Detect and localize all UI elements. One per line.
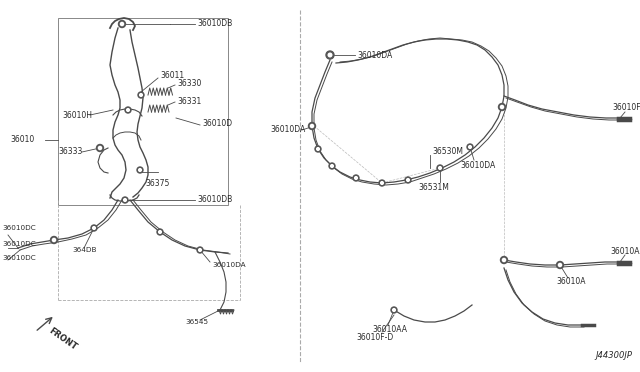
Text: 36010DA: 36010DA bbox=[212, 262, 246, 268]
Text: 36010AA: 36010AA bbox=[610, 247, 640, 257]
Circle shape bbox=[326, 51, 334, 59]
Circle shape bbox=[317, 148, 319, 150]
Circle shape bbox=[468, 146, 471, 148]
Text: 36333: 36333 bbox=[58, 148, 83, 157]
Circle shape bbox=[91, 225, 97, 231]
Circle shape bbox=[328, 53, 332, 57]
Circle shape bbox=[329, 163, 335, 169]
Text: 36010AA: 36010AA bbox=[372, 326, 407, 334]
Circle shape bbox=[393, 309, 396, 311]
Circle shape bbox=[52, 238, 56, 241]
Circle shape bbox=[97, 144, 104, 151]
Text: 364DB: 364DB bbox=[72, 247, 97, 253]
Text: 36010H: 36010H bbox=[62, 110, 92, 119]
Circle shape bbox=[557, 262, 563, 269]
Circle shape bbox=[331, 165, 333, 167]
Circle shape bbox=[559, 263, 561, 267]
Circle shape bbox=[308, 122, 316, 129]
Text: 36010DC: 36010DC bbox=[2, 255, 36, 261]
Circle shape bbox=[197, 247, 203, 253]
Text: 36330: 36330 bbox=[177, 80, 202, 89]
Text: J44300JP: J44300JP bbox=[595, 351, 632, 360]
Circle shape bbox=[379, 180, 385, 186]
Circle shape bbox=[502, 259, 506, 262]
Circle shape bbox=[139, 169, 141, 171]
Text: 36010F: 36010F bbox=[612, 103, 640, 112]
Circle shape bbox=[467, 144, 473, 150]
Bar bbox=[58, 18, 228, 205]
Text: 36010DB: 36010DB bbox=[197, 19, 232, 29]
Circle shape bbox=[405, 177, 411, 183]
Circle shape bbox=[159, 231, 161, 233]
Circle shape bbox=[500, 257, 508, 263]
Circle shape bbox=[499, 103, 506, 110]
Circle shape bbox=[406, 179, 410, 181]
Text: 36010DA: 36010DA bbox=[357, 51, 392, 60]
Circle shape bbox=[437, 165, 443, 171]
Text: FRONT: FRONT bbox=[47, 326, 79, 352]
Circle shape bbox=[127, 109, 129, 111]
Circle shape bbox=[138, 92, 144, 98]
Text: 36010DA: 36010DA bbox=[460, 160, 495, 170]
Text: 36331: 36331 bbox=[177, 96, 201, 106]
Circle shape bbox=[125, 107, 131, 113]
Circle shape bbox=[315, 146, 321, 152]
Text: 36010DB: 36010DB bbox=[197, 196, 232, 205]
Circle shape bbox=[51, 237, 58, 244]
Text: 36010DA: 36010DA bbox=[270, 125, 305, 135]
Text: 36011: 36011 bbox=[160, 71, 184, 80]
Text: 36530M: 36530M bbox=[432, 148, 463, 157]
Circle shape bbox=[140, 94, 142, 96]
Circle shape bbox=[198, 248, 202, 251]
Circle shape bbox=[353, 175, 359, 181]
Text: 36010DC: 36010DC bbox=[2, 225, 36, 231]
Circle shape bbox=[500, 105, 504, 109]
Circle shape bbox=[137, 167, 143, 173]
Text: 36375: 36375 bbox=[145, 179, 170, 187]
Text: 36010: 36010 bbox=[10, 135, 35, 144]
Circle shape bbox=[118, 20, 125, 28]
Circle shape bbox=[122, 197, 128, 203]
Text: 36010F-D: 36010F-D bbox=[356, 334, 393, 343]
Circle shape bbox=[157, 229, 163, 235]
Text: 36010A: 36010A bbox=[556, 278, 586, 286]
Circle shape bbox=[391, 307, 397, 313]
Circle shape bbox=[310, 124, 314, 128]
Text: 36010D: 36010D bbox=[202, 119, 232, 128]
Text: 36531M: 36531M bbox=[418, 183, 449, 192]
Circle shape bbox=[381, 182, 383, 185]
Circle shape bbox=[438, 167, 442, 169]
Circle shape bbox=[99, 147, 102, 150]
Circle shape bbox=[120, 22, 124, 26]
Circle shape bbox=[93, 227, 95, 230]
Circle shape bbox=[124, 199, 126, 201]
Text: 36545: 36545 bbox=[185, 319, 208, 325]
Text: 36010DC: 36010DC bbox=[2, 241, 36, 247]
Circle shape bbox=[355, 177, 357, 179]
